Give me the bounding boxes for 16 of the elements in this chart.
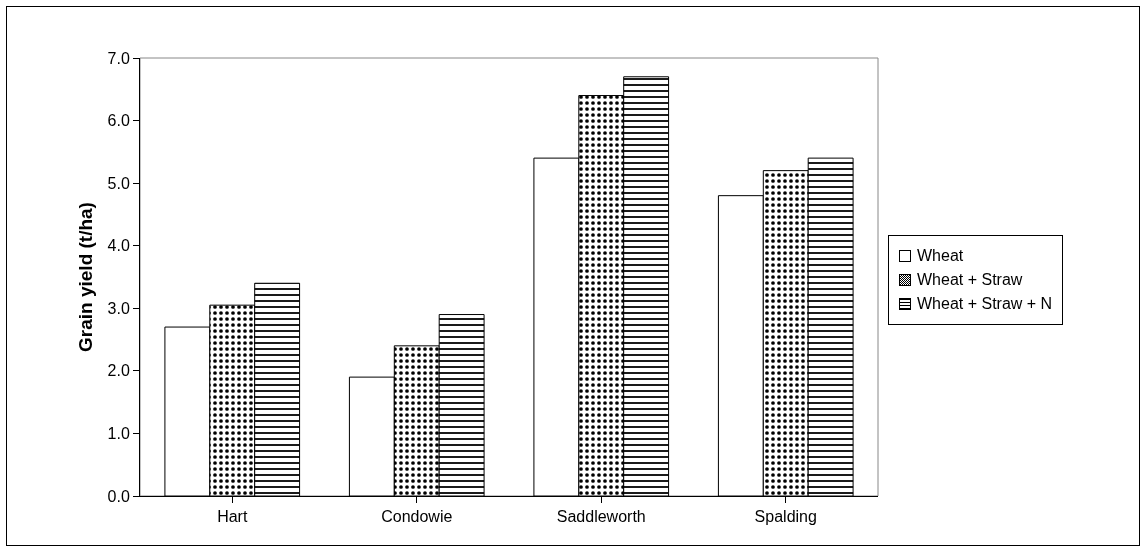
y-tick-label: 2.0 [107,362,130,380]
y-tick-label: 6.0 [107,112,130,130]
legend-label: Wheat + Straw [917,271,1023,289]
y-tick-label: 7.0 [107,49,130,67]
y-tick-label: 3.0 [107,299,130,317]
y-tick-label: 0.0 [107,487,130,505]
x-tick-label: Condowie [381,508,453,526]
y-tick-label: 5.0 [107,174,130,192]
x-tick-label: Hart [217,508,248,526]
y-tick-label: 1.0 [107,425,130,443]
x-tick-label: Saddleworth [556,508,646,526]
y-axis-title: Grain yield (t/ha) [75,202,96,352]
y-tick-label: 4.0 [107,237,130,255]
legend-label: Wheat [917,247,964,265]
x-tick-label: Spalding [754,508,817,526]
legend-label: Wheat + Straw + N [917,295,1053,313]
